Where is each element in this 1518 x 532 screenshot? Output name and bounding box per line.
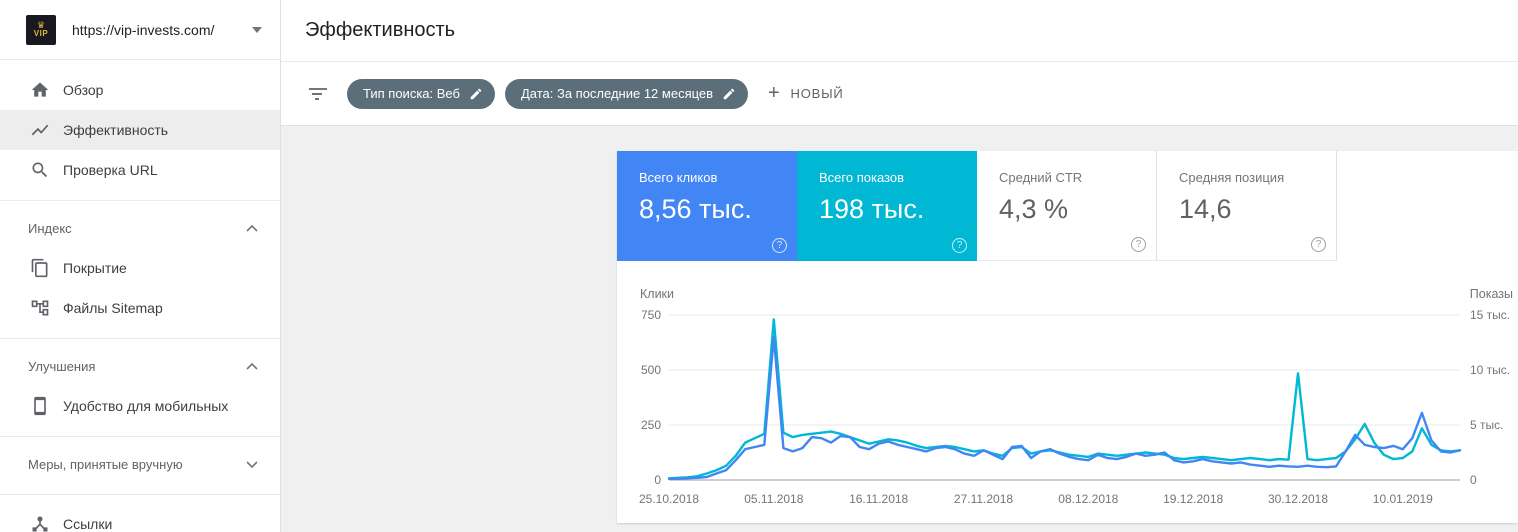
date-filter-chip[interactable]: Дата: За последние 12 месяцев <box>504 78 749 109</box>
help-icon[interactable]: ? <box>952 238 967 253</box>
sidebar-item-label: Файлы Sitemap <box>63 300 163 316</box>
search-type-filter-chip[interactable]: Тип поиска: Веб <box>347 78 495 109</box>
sidebar-item-mobile-usability[interactable]: Удобство для мобильных <box>0 386 280 426</box>
svg-text:19.12.2018: 19.12.2018 <box>1163 492 1223 506</box>
chevron-down-icon <box>246 460 258 468</box>
smartphone-icon <box>34 396 46 416</box>
divider <box>0 200 280 201</box>
property-url: https://vip-invests.com/ <box>72 21 215 38</box>
sidebar-nav: Обзор Эффективность Проверка URL Индекс … <box>0 60 280 532</box>
page-header: Эффективность <box>281 0 1518 62</box>
help-icon[interactable]: ? <box>772 238 787 253</box>
total-clicks-value: 8,56 тыс. <box>639 194 752 224</box>
section-enhancements[interactable]: Улучшения <box>0 346 280 386</box>
filter-bar: Тип поиска: Веб Дата: За последние 12 ме… <box>281 62 1518 126</box>
sidebar-item-sitemaps[interactable]: Файлы Sitemap <box>0 288 280 328</box>
sidebar-item-performance[interactable]: Эффективность <box>0 110 280 150</box>
content-area: Всего кликов 8,56 тыс. ? Всего показов 1… <box>281 126 1518 532</box>
site-favicon: ♛ VIP <box>26 14 56 45</box>
section-manual-actions[interactable]: Меры, принятые вручную <box>0 444 280 484</box>
average-position-value: 14,6 <box>1179 194 1232 224</box>
search-icon <box>32 162 48 178</box>
help-icon[interactable]: ? <box>1131 237 1146 252</box>
links-tree-icon <box>32 516 48 532</box>
svg-text:27.11.2018: 27.11.2018 <box>954 492 1013 506</box>
sidebar-item-url-inspection[interactable]: Проверка URL <box>0 150 280 190</box>
svg-text:25.10.2018: 25.10.2018 <box>639 492 699 506</box>
sitemap-tree-icon <box>31 300 49 316</box>
average-ctr-card[interactable]: Средний CTR 4,3 % ? <box>977 151 1157 261</box>
favicon-crown-icon: ♛ <box>36 20 46 30</box>
home-icon <box>31 82 49 97</box>
caret-down-icon <box>252 26 262 33</box>
sidebar-item-label: Обзор <box>63 82 104 98</box>
svg-text:Клики: Клики <box>640 287 674 301</box>
sidebar-item-overview[interactable]: Обзор <box>0 70 280 110</box>
svg-text:16.11.2018: 16.11.2018 <box>849 492 908 506</box>
divider <box>0 338 280 339</box>
average-ctr-value: 4,3 % <box>999 194 1069 224</box>
svg-text:0: 0 <box>1470 473 1477 487</box>
sidebar-item-label: Ссылки <box>63 516 113 532</box>
sidebar-item-links[interactable]: Ссылки <box>0 504 280 532</box>
edit-pencil-icon <box>723 88 735 99</box>
divider <box>0 436 280 437</box>
svg-text:10 тыс.: 10 тыс. <box>1470 363 1510 377</box>
sidebar-item-coverage[interactable]: Покрытие <box>0 248 280 288</box>
performance-chart[interactable]: Клики Показы 750 15 тыс. 500 10 тыс. 250 5 тыс.… <box>617 277 1518 523</box>
svg-text:Показы: Показы <box>1470 287 1513 301</box>
sidebar-item-label: Покрытие <box>63 260 127 276</box>
svg-text:10.01.2019: 10.01.2019 <box>1373 492 1433 506</box>
total-impressions-value: 198 тыс. <box>819 194 925 224</box>
property-selector[interactable]: ♛ VIP https://vip-invests.com/ <box>0 0 280 60</box>
total-impressions-card[interactable]: Всего показов 198 тыс. ? <box>797 151 977 261</box>
metric-cards: Всего кликов 8,56 тыс. ? Всего показов 1… <box>617 151 1518 261</box>
edit-pencil-icon <box>470 88 482 99</box>
page-title: Эффективность <box>305 19 456 41</box>
plus-icon: + <box>768 82 781 104</box>
svg-text:250: 250 <box>641 418 661 432</box>
svg-text:500: 500 <box>641 363 661 377</box>
sidebar-item-label: Эффективность <box>63 122 169 138</box>
sidebar-item-label: Проверка URL <box>63 162 158 178</box>
pages-copy-icon <box>31 258 48 278</box>
trending-up-icon <box>31 124 49 136</box>
sidebar: ♛ VIP https://vip-invests.com/ Обзор Эфф… <box>0 0 281 532</box>
main-area: Эффективность Тип поиска: Веб Дата: За п… <box>281 0 1518 532</box>
chevron-up-icon <box>246 362 258 370</box>
svg-text:750: 750 <box>641 308 661 322</box>
new-filter-button[interactable]: + НОВЫЙ <box>768 82 844 104</box>
sidebar-item-label: Удобство для мобильных <box>63 398 229 414</box>
help-icon[interactable]: ? <box>1311 237 1326 252</box>
average-position-card[interactable]: Средняя позиция 14,6 ? <box>1157 151 1337 261</box>
svg-text:15 тыс.: 15 тыс. <box>1470 308 1510 322</box>
performance-panel: Всего кликов 8,56 тыс. ? Всего показов 1… <box>617 151 1518 523</box>
svg-text:0: 0 <box>654 473 661 487</box>
chevron-up-icon <box>246 224 258 232</box>
svg-text:5 тыс.: 5 тыс. <box>1470 418 1503 432</box>
filter-icon[interactable] <box>309 87 327 101</box>
svg-text:05.11.2018: 05.11.2018 <box>744 492 803 506</box>
svg-text:08.12.2018: 08.12.2018 <box>1058 492 1118 506</box>
total-clicks-card[interactable]: Всего кликов 8,56 тыс. ? <box>617 151 797 261</box>
divider <box>0 494 280 495</box>
svg-text:30.12.2018: 30.12.2018 <box>1268 492 1328 506</box>
section-index[interactable]: Индекс <box>0 208 280 248</box>
